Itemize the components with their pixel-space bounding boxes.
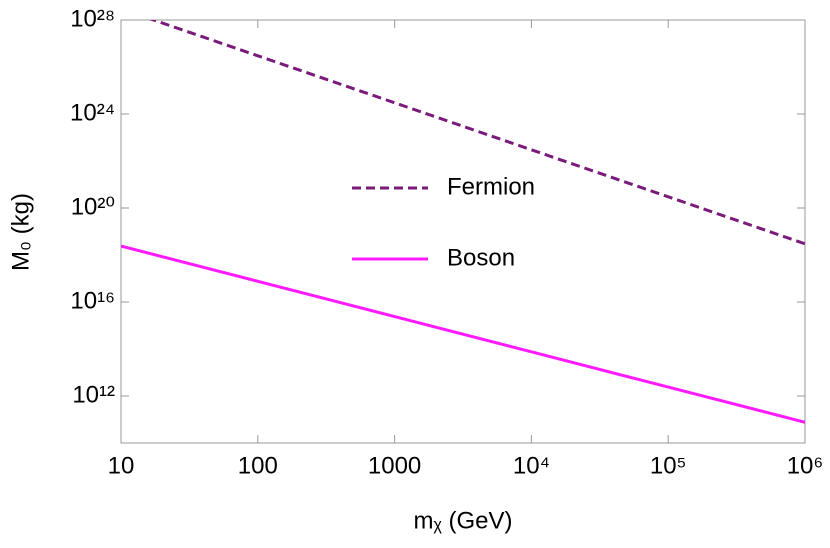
y-tick-label: 10¹⁶: [70, 287, 115, 314]
series-line: [121, 244, 805, 424]
x-axis-label: mᵪ (GeV): [414, 507, 513, 534]
series-line: [149, 20, 805, 246]
y-axis-label: M₀ (kg): [7, 193, 34, 271]
legend-label: Boson: [447, 244, 515, 271]
legend-label: Fermion: [447, 173, 535, 200]
x-tick-label: 1000: [368, 452, 421, 479]
x-tick-label: 10⁴: [513, 452, 550, 479]
y-tick-label: 10²⁸: [70, 5, 115, 32]
plot-area: [121, 20, 805, 424]
x-tick-label: 10⁵: [650, 452, 687, 479]
x-tick-label: 10: [108, 452, 135, 479]
x-tick-label: 100: [238, 452, 278, 479]
y-tick-label: 10²⁴: [70, 99, 115, 126]
y-tick-label: 10¹²: [72, 381, 115, 408]
x-tick-label: 10⁶: [787, 452, 824, 479]
plot-frame: [120, 19, 806, 444]
y-tick-label: 10²⁰: [71, 193, 115, 220]
